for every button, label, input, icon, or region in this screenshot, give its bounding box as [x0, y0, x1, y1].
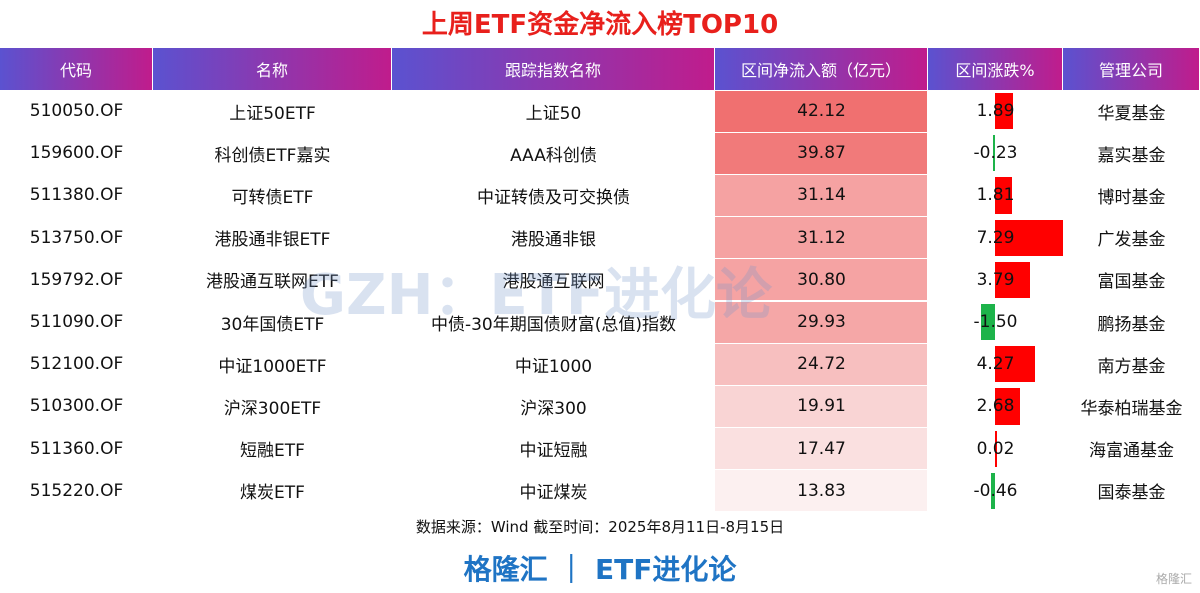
- heat-cell: [715, 259, 927, 301]
- change-bar: [995, 430, 997, 467]
- table-cell: 沪深300: [520, 398, 587, 419]
- table-cell: 0.02: [976, 438, 1015, 459]
- table-cell: -0.23: [973, 143, 1018, 164]
- table-cell: 510050.OF: [29, 101, 124, 122]
- table-cell: 19.91: [797, 396, 846, 417]
- table-cell: 富国基金: [1097, 272, 1166, 293]
- table-cell: 510300.OF: [29, 396, 124, 417]
- table-cell: 科创债ETF嘉实: [214, 145, 331, 166]
- table-cell: 华泰柏瑞基金: [1080, 398, 1183, 419]
- table-cell: 24.72: [797, 354, 846, 375]
- table-cell: 159792.OF: [29, 269, 124, 290]
- heat-cell: [715, 174, 927, 217]
- table-cell: 1.89: [976, 101, 1015, 122]
- table-cell: 17.47: [797, 438, 846, 459]
- table-cell: 海富通基金: [1089, 441, 1174, 462]
- table-cell: 1.81: [976, 185, 1015, 206]
- table-cell: AAA科创债: [510, 145, 597, 166]
- table-cell: 42.12: [797, 101, 846, 122]
- footer-brand: 格隆汇 ｜ ETF进化论: [463, 553, 737, 586]
- change-bar: [995, 261, 1031, 298]
- change-bar: [990, 472, 995, 509]
- table-cell: 159600.OF: [29, 143, 124, 164]
- heat-cell: [715, 343, 927, 385]
- change-bar: [981, 304, 995, 341]
- heat-cell: [715, 90, 927, 132]
- heat-cell: [715, 470, 927, 512]
- table-cell: 上证50ETF: [229, 103, 316, 124]
- table-cell: 512100.OF: [29, 354, 124, 375]
- table-cell: 沪深300ETF: [223, 398, 322, 419]
- change-bar: [995, 93, 1013, 130]
- table-cell: 30年国债ETF: [220, 314, 325, 335]
- change-bar: [995, 219, 1063, 256]
- change-bar: [995, 346, 1035, 383]
- table-cell: 港股通互联网ETF: [206, 272, 339, 293]
- header-cell: 区间净流入额（亿元）: [715, 48, 927, 90]
- table-cell: 13.83: [797, 480, 846, 501]
- heat-cell: [715, 217, 927, 259]
- table-cell: 7.29: [976, 227, 1015, 248]
- watermark: GZH：ETF进化论: [300, 263, 773, 328]
- table-cell: 511360.OF: [29, 438, 124, 459]
- table-cell: 中证1000: [514, 356, 593, 377]
- table-cell: 29.93: [797, 312, 846, 333]
- table-cell: 博时基金: [1097, 187, 1166, 208]
- table-cell: 煤炭ETF: [240, 483, 305, 504]
- heat-cell: [715, 428, 927, 470]
- corner-logo: 格隆汇: [1155, 572, 1192, 586]
- header-cell: 名称: [153, 48, 391, 90]
- table-cell: 国泰基金: [1097, 483, 1166, 504]
- table-cell: 511090.OF: [29, 312, 124, 333]
- table-cell: 4.27: [976, 354, 1015, 375]
- change-bar: [995, 177, 1012, 214]
- table-cell: 3.79: [976, 269, 1015, 290]
- table-cell: 短融ETF: [240, 441, 305, 462]
- table-cell: 广发基金: [1097, 230, 1166, 251]
- change-bar: [995, 388, 1020, 425]
- table-cell: 港股通非银: [511, 230, 596, 251]
- header-cell: 代码: [0, 48, 152, 90]
- heat-cell: [715, 301, 927, 343]
- table-cell: 513750.OF: [29, 227, 124, 248]
- title: 上周ETF资金净流入榜TOP10: [421, 10, 779, 40]
- table-cell: 39.87: [797, 143, 846, 164]
- table-cell: 中证1000ETF: [218, 356, 327, 377]
- table-cell: 嘉实基金: [1097, 145, 1166, 166]
- table-cell: 30.80: [797, 269, 846, 290]
- table-cell: 中债-30年期国债财富(总值)指数: [430, 314, 677, 335]
- table-cell: 31.12: [797, 227, 846, 248]
- table-cell: 515220.OF: [29, 480, 124, 501]
- table-cell: -1.50: [973, 312, 1018, 333]
- change-bar: [992, 135, 995, 172]
- table-cell: 南方基金: [1097, 356, 1166, 377]
- table-cell: 511380.OF: [29, 185, 124, 206]
- table-cell: 港股通非银ETF: [214, 230, 331, 251]
- header-cell: 管理公司: [1063, 48, 1199, 90]
- table-cell: -0.46: [973, 480, 1018, 501]
- heat-cell: [715, 385, 927, 428]
- source-note: 数据来源：Wind 截至时间：2025年8月11日-8月15日: [415, 518, 785, 536]
- table-cell: 港股通互联网: [502, 272, 605, 293]
- table-cell: 中证转债及可交换债: [477, 187, 630, 208]
- header-cell: 跟踪指数名称: [392, 48, 714, 90]
- table-cell: 2.68: [976, 396, 1015, 417]
- table-cell: 中证煤炭: [519, 483, 588, 504]
- table-cell: 华夏基金: [1097, 103, 1166, 124]
- heat-cell: [715, 132, 927, 174]
- header-cell: 区间涨跌%: [928, 48, 1062, 90]
- table-cell: 可转债ETF: [231, 187, 314, 208]
- table-cell: 上证50: [525, 103, 582, 124]
- table-cell: 鹏扬基金: [1097, 314, 1166, 335]
- table-cell: 31.14: [797, 185, 846, 206]
- table-cell: 中证短融: [519, 441, 588, 462]
